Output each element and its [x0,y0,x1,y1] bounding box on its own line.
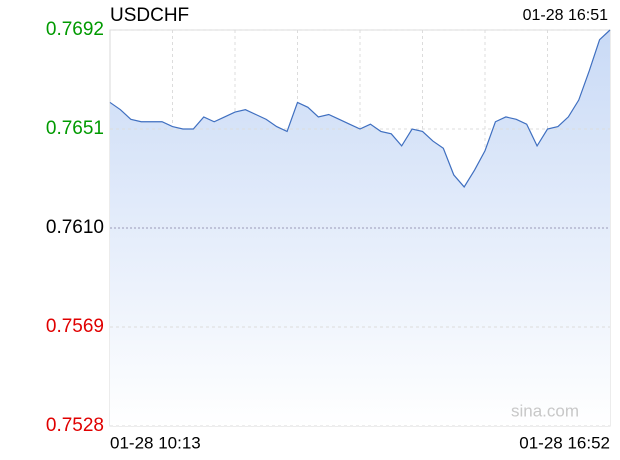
chart-title: USDCHF [110,5,189,26]
x-tick-label: 01-28 10:13 [110,433,201,452]
y-tick-label: 0.7610 [46,217,104,238]
y-tick-label: 0.7569 [46,316,104,337]
price-line [109,29,611,188]
x-tick-label: 01-28 16:52 [519,433,610,452]
time: 01-28 16:51 [523,7,609,24]
y-tick-label: 0.7651 [46,118,104,139]
y-tick-label: 0.7692 [46,19,104,40]
y-tick-label: 0.7528 [46,415,104,436]
watermark: sina.com [511,401,579,420]
